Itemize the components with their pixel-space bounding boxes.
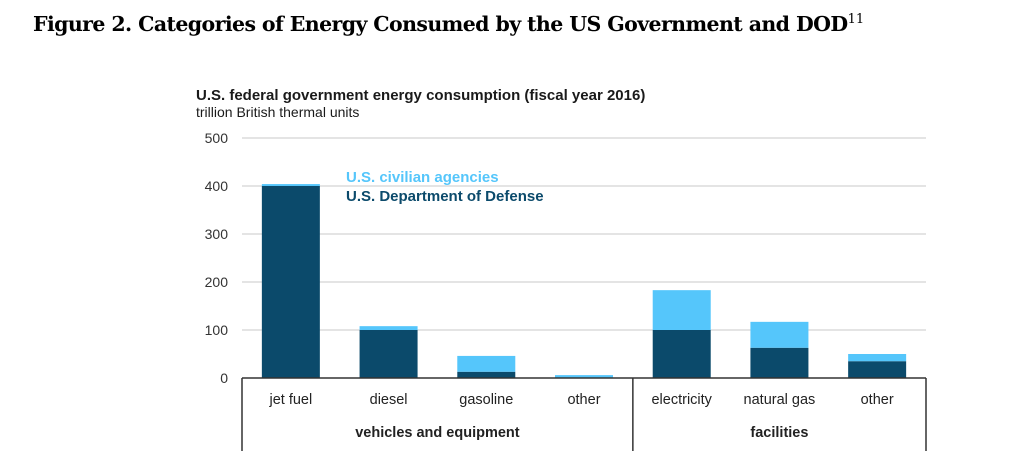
category-labels: jet fuel diesel gasoline other electricity na… (268, 392, 893, 408)
figure-caption: Figure 2. Categories of Energy Consumed … (33, 12, 864, 36)
legend-civilian: U.S. civilian agencies (346, 169, 499, 186)
category-label: natural gas (744, 392, 816, 408)
y-tick-label: 200 (205, 274, 229, 290)
bar-dod (457, 371, 516, 378)
y-axis-ticks: 0 100 200 300 400 500 (205, 130, 229, 386)
y-tick-label: 0 (220, 370, 228, 386)
footnote-reference[interactable]: 11 (847, 12, 865, 28)
bar-civilian (652, 290, 711, 330)
group-label: vehicles and equipment (355, 425, 520, 441)
category-label: electricity (651, 392, 712, 408)
y-tick-label: 400 (205, 178, 229, 194)
bar-civilian (750, 321, 809, 348)
legend-dod: U.S. Department of Defense (346, 188, 544, 205)
bar-dod (750, 347, 809, 378)
gridlines (242, 137, 926, 331)
category-label: other (861, 392, 894, 408)
category-label: diesel (370, 392, 408, 408)
y-tick-label: 300 (205, 226, 229, 242)
y-tick-label: 100 (205, 322, 229, 338)
category-label: gasoline (459, 392, 513, 408)
bar-dod (261, 186, 320, 378)
group-label: facilities (750, 425, 808, 441)
category-label: jet fuel (268, 392, 312, 408)
bar-civilian (261, 184, 320, 186)
y-tick-label: 500 (205, 130, 229, 146)
bar-dod (652, 330, 711, 378)
axes (241, 377, 927, 451)
bar-civilian (457, 355, 516, 372)
bars (261, 184, 907, 378)
chart-title: U.S. federal government energy consumpti… (196, 87, 645, 104)
bar-dod (359, 330, 418, 378)
bar-civilian (359, 326, 418, 330)
bar-civilian (848, 354, 907, 362)
chart-subtitle: trillion British thermal units (196, 104, 359, 120)
bar-civilian (555, 375, 613, 378)
group-labels: vehicles and equipment facilities (355, 425, 808, 441)
bar-dod (848, 361, 907, 378)
figure-caption-text: Figure 2. Categories of Energy Consumed … (33, 12, 848, 36)
category-label: other (567, 392, 600, 408)
